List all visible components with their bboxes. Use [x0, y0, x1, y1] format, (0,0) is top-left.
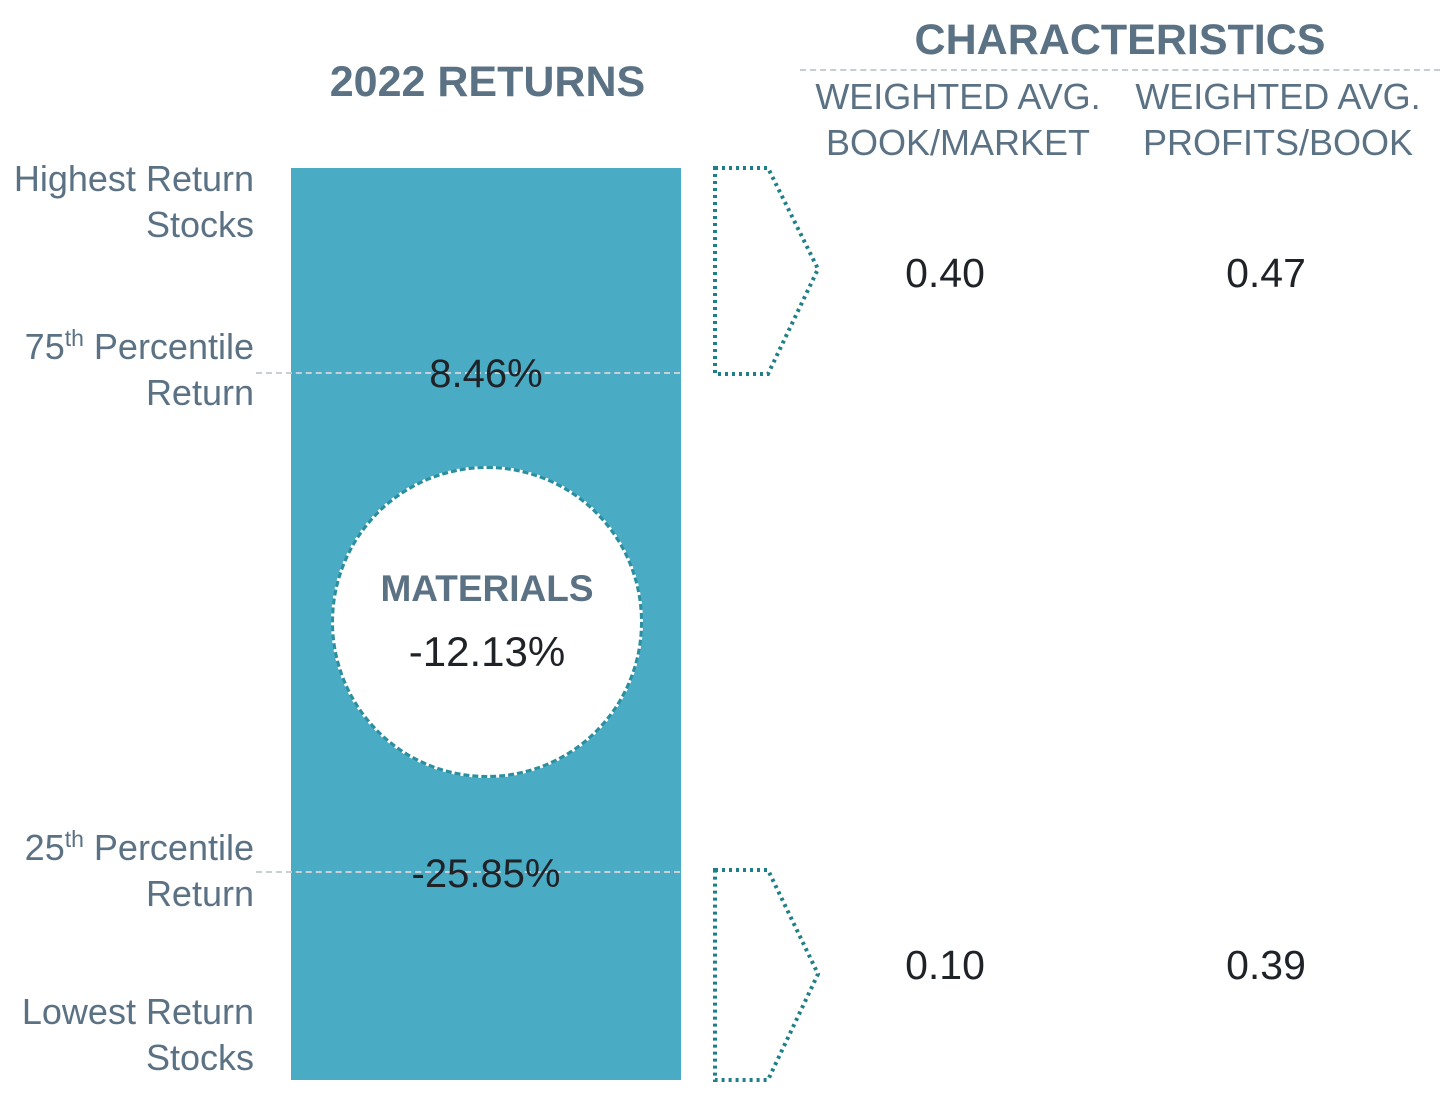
label-line: Return — [145, 372, 254, 413]
25th-percentile-line — [256, 871, 680, 873]
column-header-profits-book: WEIGHTED AVG. PROFITS/BOOK — [1118, 74, 1438, 166]
bottom-book-market-value: 0.10 — [905, 942, 985, 988]
75th-percentile-line — [256, 372, 680, 374]
label-75th-percentile: 75th Percentile Return — [0, 324, 254, 416]
top-bracket-arrow-icon — [713, 166, 821, 376]
label-line: Highest Return — [13, 158, 254, 199]
ordinal-suffix: th — [64, 325, 84, 351]
percentile-number: 75 — [24, 326, 65, 367]
75th-percentile-value: 8.46% — [291, 352, 681, 396]
label-line: Return — [145, 873, 254, 914]
top-profits-book-value: 0.47 — [1226, 250, 1306, 296]
label-line: 75th Percentile — [0, 324, 254, 370]
characteristics-title: CHARACTERISTICS — [914, 16, 1326, 64]
column-header-line: BOOK/MARKET — [825, 122, 1091, 163]
label-lowest-return: Lowest Return Stocks — [0, 989, 254, 1081]
sector-name: MATERIALS — [380, 568, 594, 609]
top-book-market-value: 0.40 — [905, 250, 985, 296]
percentile-value-text: -25.85% — [411, 852, 561, 896]
ordinal-suffix: th — [64, 826, 84, 852]
25th-percentile-value: -25.85% — [291, 852, 681, 896]
percentile-word: Percentile — [83, 827, 254, 868]
column-header-book-market: WEIGHTED AVG. BOOK/MARKET — [798, 74, 1118, 166]
percentile-number: 25 — [24, 827, 65, 868]
label-line: Stocks — [145, 1037, 254, 1078]
sector-circle — [331, 466, 643, 778]
label-line: 25th Percentile — [0, 825, 254, 871]
column-header-line: WEIGHTED AVG. — [1135, 76, 1421, 117]
sector-return: -12.13% — [408, 628, 566, 675]
returns-title: 2022 RETURNS — [329, 58, 646, 106]
label-line: Stocks — [145, 204, 254, 245]
percentile-word: Percentile — [83, 326, 254, 367]
bottom-profits-book-value: 0.39 — [1226, 942, 1306, 988]
column-header-line: PROFITS/BOOK — [1142, 122, 1414, 163]
label-line: Lowest Return — [21, 991, 254, 1032]
characteristics-divider — [800, 69, 1440, 71]
label-highest-return: Highest Return Stocks — [0, 156, 254, 248]
label-25th-percentile: 25th Percentile Return — [0, 825, 254, 917]
column-header-line: WEIGHTED AVG. — [815, 76, 1101, 117]
percentile-value-text: 8.46% — [429, 352, 543, 396]
bottom-bracket-arrow-icon — [713, 868, 821, 1082]
